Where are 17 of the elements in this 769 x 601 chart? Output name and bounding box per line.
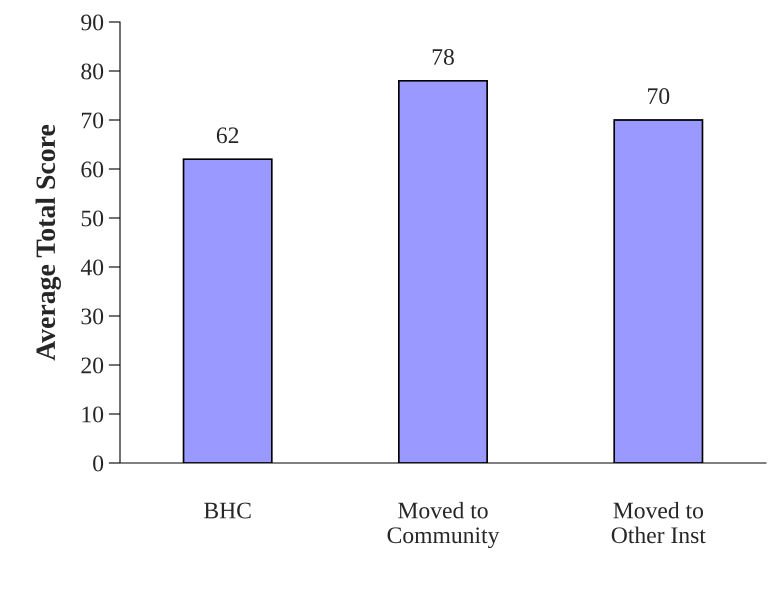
y-tick-label: 80 <box>81 63 104 80</box>
y-tick-label: 10 <box>82 406 104 422</box>
y-axis-title: Average Total Score <box>36 124 61 361</box>
y-tick-label: 0 <box>93 455 104 472</box>
y-tick-label: 40 <box>80 259 104 276</box>
x-tick-label: BHC <box>204 502 251 519</box>
x-tick-label: Moved to Community <box>388 502 500 548</box>
y-tick-label: 30 <box>82 308 104 324</box>
data-label: 70 <box>648 88 670 104</box>
y-tick-label: 70 <box>82 112 104 128</box>
y-tick-label: 60 <box>81 161 104 178</box>
y-tick-label: 90 <box>81 14 104 30</box>
data-label: 62 <box>216 127 238 144</box>
y-tick-label: 20 <box>81 357 104 374</box>
data-label: 78 <box>432 48 454 65</box>
x-tick-label: Moved to Other Inst <box>612 502 706 544</box>
y-tick-label: 50 <box>82 210 104 226</box>
